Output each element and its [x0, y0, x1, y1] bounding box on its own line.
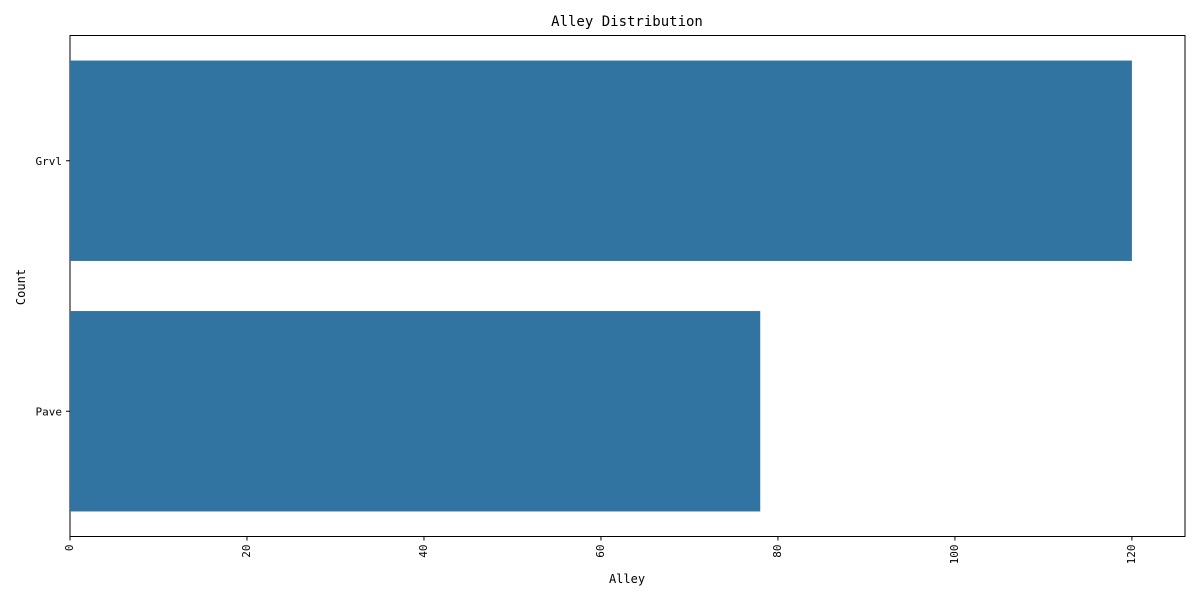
y-axis-label: Count	[14, 269, 28, 305]
x-ticks: 0 20 40 60 80 100 120	[63, 536, 1138, 565]
bar-grvl	[70, 60, 1132, 261]
bars-layer	[70, 60, 1132, 512]
x-tick-label: 60	[594, 545, 607, 558]
y-tick-label: Pave	[36, 405, 63, 418]
x-tick-label: 100	[948, 545, 961, 565]
x-tick-label: 20	[240, 545, 253, 558]
x-tick-label: 120	[1125, 545, 1138, 565]
y-tick-label: Grvl	[36, 155, 63, 168]
plot-frame	[69, 35, 1186, 537]
x-axis-label: Alley	[609, 572, 645, 586]
y-ticks: Grvl Pave	[36, 155, 70, 418]
x-tick-label: 80	[771, 545, 784, 558]
bar-pave	[70, 311, 761, 512]
x-tick-label: 40	[417, 545, 430, 558]
x-tick-label: 0	[63, 545, 76, 552]
chart-title: Alley Distribution	[551, 14, 703, 30]
